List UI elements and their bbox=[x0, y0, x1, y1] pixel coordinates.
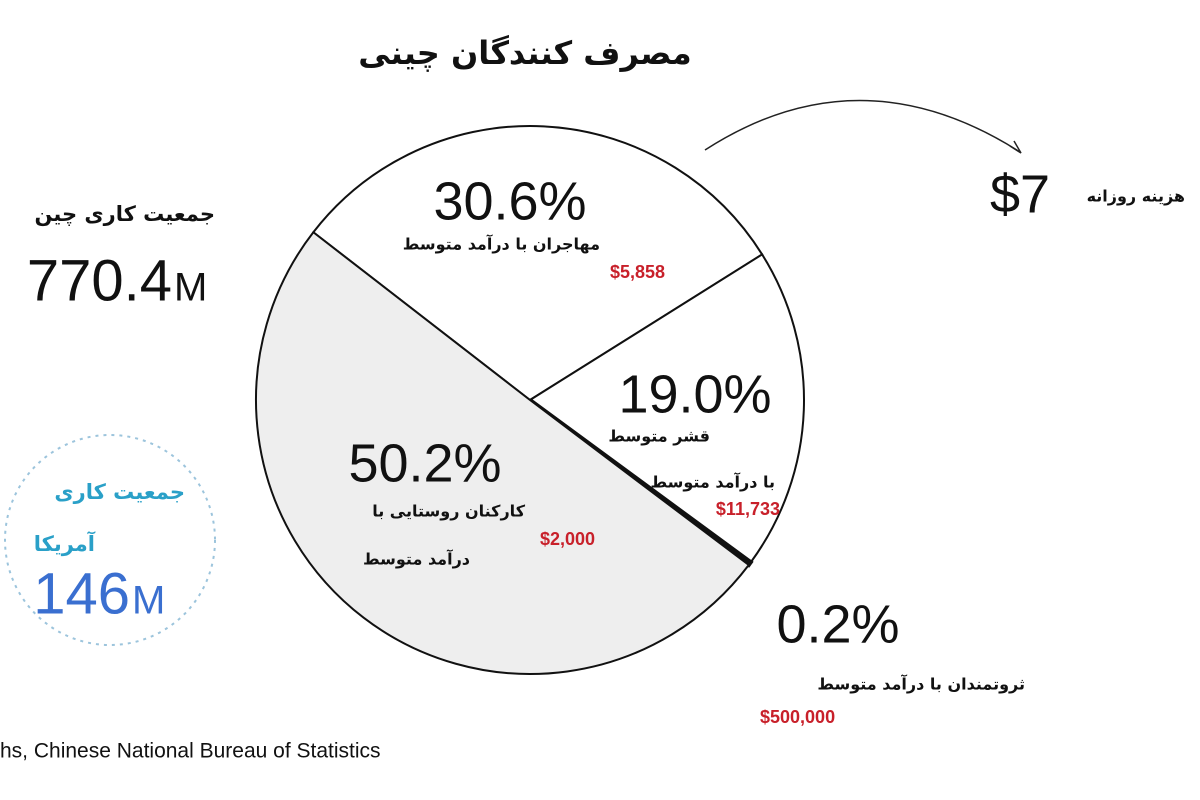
daily-label: هزینه روزانه bbox=[1087, 187, 1185, 206]
slice-label: ثروتمندان با درآمد متوسط bbox=[817, 674, 1025, 694]
slice-percent: 30.6% bbox=[433, 171, 586, 231]
slice-income: $5,858 bbox=[610, 262, 665, 282]
china-label: جمعیت کاری چین bbox=[34, 202, 215, 226]
slice-percent: 0.2% bbox=[776, 594, 899, 654]
slice-income: $11,733 bbox=[716, 499, 780, 519]
china-value: 770.4 bbox=[27, 248, 172, 313]
us-label: جمعیت کاری bbox=[54, 480, 185, 504]
pie-slice bbox=[311, 125, 764, 402]
pie bbox=[254, 125, 805, 675]
slice-label: درآمد متوسط bbox=[363, 549, 470, 569]
arrow-head bbox=[1009, 140, 1022, 154]
china-unit: M bbox=[174, 266, 207, 310]
slice-income: $2,000 bbox=[540, 529, 595, 549]
source: hs, Chinese National Bureau of Statistic… bbox=[0, 740, 381, 763]
slice-percent: 50.2% bbox=[348, 433, 501, 493]
us-label: آمریکا bbox=[34, 531, 96, 556]
arrow bbox=[704, 99, 1021, 153]
daily-value: $7 bbox=[990, 164, 1050, 224]
us-circle bbox=[4, 434, 216, 646]
chart-title: مصرف کنندگان چینی bbox=[358, 34, 691, 72]
slice-label: کارکنان روستایی با bbox=[372, 502, 526, 521]
pie-slice bbox=[254, 230, 751, 675]
slice-label: قشر متوسط bbox=[608, 427, 710, 446]
slice-income: $500,000 bbox=[760, 707, 835, 727]
pie-slice bbox=[528, 253, 805, 564]
us-value: 146 bbox=[33, 561, 130, 626]
slice-percent: 19.0% bbox=[618, 364, 771, 424]
us-unit: M bbox=[132, 579, 165, 623]
slice-label: با درآمد متوسط bbox=[650, 472, 775, 492]
slice-label: مهاجران با درآمد متوسط bbox=[403, 234, 600, 254]
